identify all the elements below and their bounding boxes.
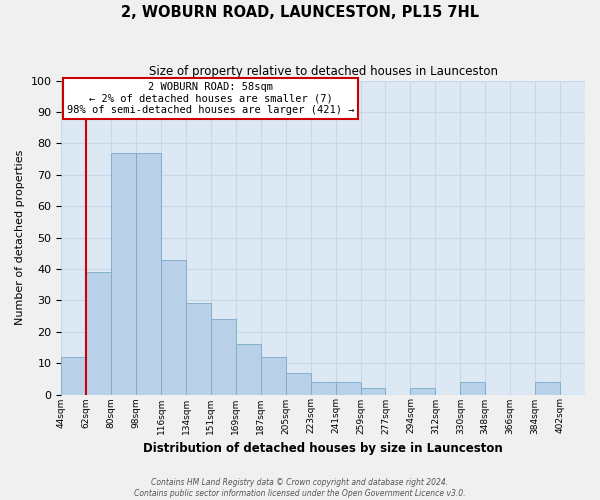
Bar bbox=[410, 388, 436, 394]
Bar bbox=[311, 382, 335, 394]
Bar bbox=[136, 153, 161, 394]
Text: Contains HM Land Registry data © Crown copyright and database right 2024.
Contai: Contains HM Land Registry data © Crown c… bbox=[134, 478, 466, 498]
Bar bbox=[86, 272, 111, 394]
Bar bbox=[261, 357, 286, 395]
Bar bbox=[460, 382, 485, 394]
Title: Size of property relative to detached houses in Launceston: Size of property relative to detached ho… bbox=[149, 65, 497, 78]
Text: 2 WOBURN ROAD: 58sqm
← 2% of detached houses are smaller (7)
98% of semi-detache: 2 WOBURN ROAD: 58sqm ← 2% of detached ho… bbox=[67, 82, 354, 116]
Bar bbox=[535, 382, 560, 394]
Bar bbox=[111, 153, 136, 394]
Y-axis label: Number of detached properties: Number of detached properties bbox=[15, 150, 25, 325]
Bar bbox=[186, 304, 211, 394]
Bar bbox=[361, 388, 385, 394]
Bar bbox=[335, 382, 361, 394]
Bar bbox=[161, 260, 186, 394]
X-axis label: Distribution of detached houses by size in Launceston: Distribution of detached houses by size … bbox=[143, 442, 503, 455]
Bar bbox=[236, 344, 261, 395]
Bar bbox=[211, 319, 236, 394]
Bar bbox=[286, 372, 311, 394]
Text: 2, WOBURN ROAD, LAUNCESTON, PL15 7HL: 2, WOBURN ROAD, LAUNCESTON, PL15 7HL bbox=[121, 5, 479, 20]
Bar bbox=[61, 357, 86, 395]
